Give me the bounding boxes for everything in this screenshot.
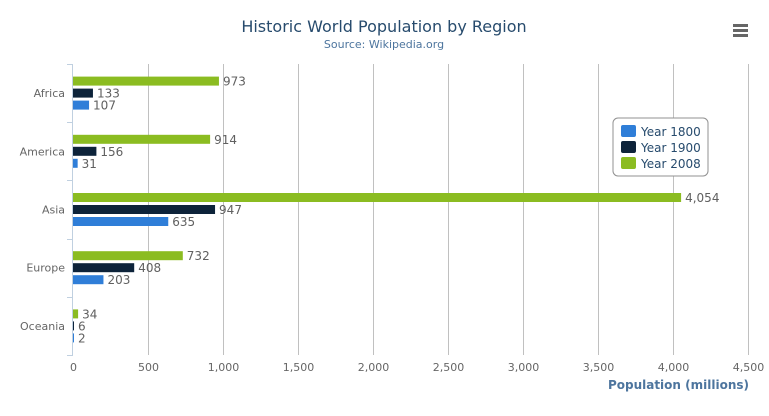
value-axis: 0 500 1,000 1,500 2,000 2,500 3,000 3,500 4,000 4… — [70, 361, 764, 374]
data-label: 732 — [187, 249, 210, 263]
tick-label: 4,500 — [733, 361, 765, 374]
tick-label: 2,000 — [358, 361, 390, 374]
bar[interactable] — [73, 275, 104, 285]
bar[interactable] — [73, 193, 682, 202]
legend-symbol[interactable] — [621, 125, 636, 137]
data-label: 2 — [78, 331, 86, 345]
hamburger-menu-icon[interactable] — [733, 24, 748, 27]
bar[interactable] — [73, 205, 216, 214]
bar[interactable] — [73, 309, 79, 319]
bar[interactable] — [73, 76, 219, 86]
axis-title: Population (millions) — [608, 378, 749, 392]
data-label: 947 — [219, 203, 242, 217]
legend-symbol[interactable] — [621, 141, 636, 153]
legend-item[interactable]: Year 2008 — [640, 157, 701, 171]
data-label: 34 — [82, 307, 97, 321]
bar[interactable] — [73, 251, 183, 261]
data-label: 973 — [223, 75, 246, 89]
category-label: Africa — [34, 87, 65, 100]
tick-label: 500 — [138, 361, 159, 374]
category-label: Europe — [26, 262, 65, 275]
legend-item[interactable]: Year 1800 — [640, 125, 701, 139]
tick-label: 1,500 — [283, 361, 315, 374]
tick-label: 3,000 — [508, 361, 540, 374]
data-label: 31 — [82, 157, 97, 171]
hamburger-line — [733, 34, 748, 37]
data-label: 408 — [138, 261, 161, 275]
category-label: Oceania — [20, 320, 65, 333]
category-axis: Africa America Asia Europe Oceania — [20, 64, 73, 356]
data-label: 914 — [214, 133, 237, 147]
legend-symbol[interactable] — [621, 157, 636, 169]
data-label: 107 — [93, 99, 116, 113]
tick-label: 0 — [70, 361, 77, 374]
data-label: 6 — [78, 319, 86, 333]
bar[interactable] — [73, 88, 93, 98]
chart-subtitle: Source: Wikipedia.org — [324, 38, 444, 51]
bar[interactable] — [73, 134, 211, 144]
data-label: 4,054 — [685, 191, 719, 205]
menu-button[interactable] — [733, 24, 748, 37]
bar[interactable] — [73, 217, 169, 226]
bar[interactable] — [73, 333, 74, 343]
tick-label: 1,000 — [208, 361, 240, 374]
data-label: 203 — [107, 273, 130, 287]
bar[interactable] — [73, 263, 135, 273]
bar[interactable] — [73, 321, 74, 331]
legend-item[interactable]: Year 1900 — [640, 141, 701, 155]
bar[interactable] — [73, 158, 78, 168]
tick-label: 2,500 — [433, 361, 465, 374]
tick-label: 3,500 — [583, 361, 615, 374]
category-label: America — [20, 145, 65, 158]
bar[interactable] — [73, 100, 90, 110]
data-label: 133 — [97, 87, 120, 101]
data-label: 156 — [100, 145, 123, 159]
bar[interactable] — [73, 146, 97, 156]
chart-title: Historic World Population by Region — [241, 17, 526, 36]
legend: Year 1800 Year 1900 Year 2008 — [612, 117, 709, 177]
hamburger-line — [733, 29, 748, 32]
tick-label: 4,000 — [658, 361, 690, 374]
gridlines — [148, 64, 749, 355]
category-label: Asia — [42, 204, 65, 217]
legend-box — [612, 117, 709, 177]
data-label: 635 — [172, 215, 195, 229]
